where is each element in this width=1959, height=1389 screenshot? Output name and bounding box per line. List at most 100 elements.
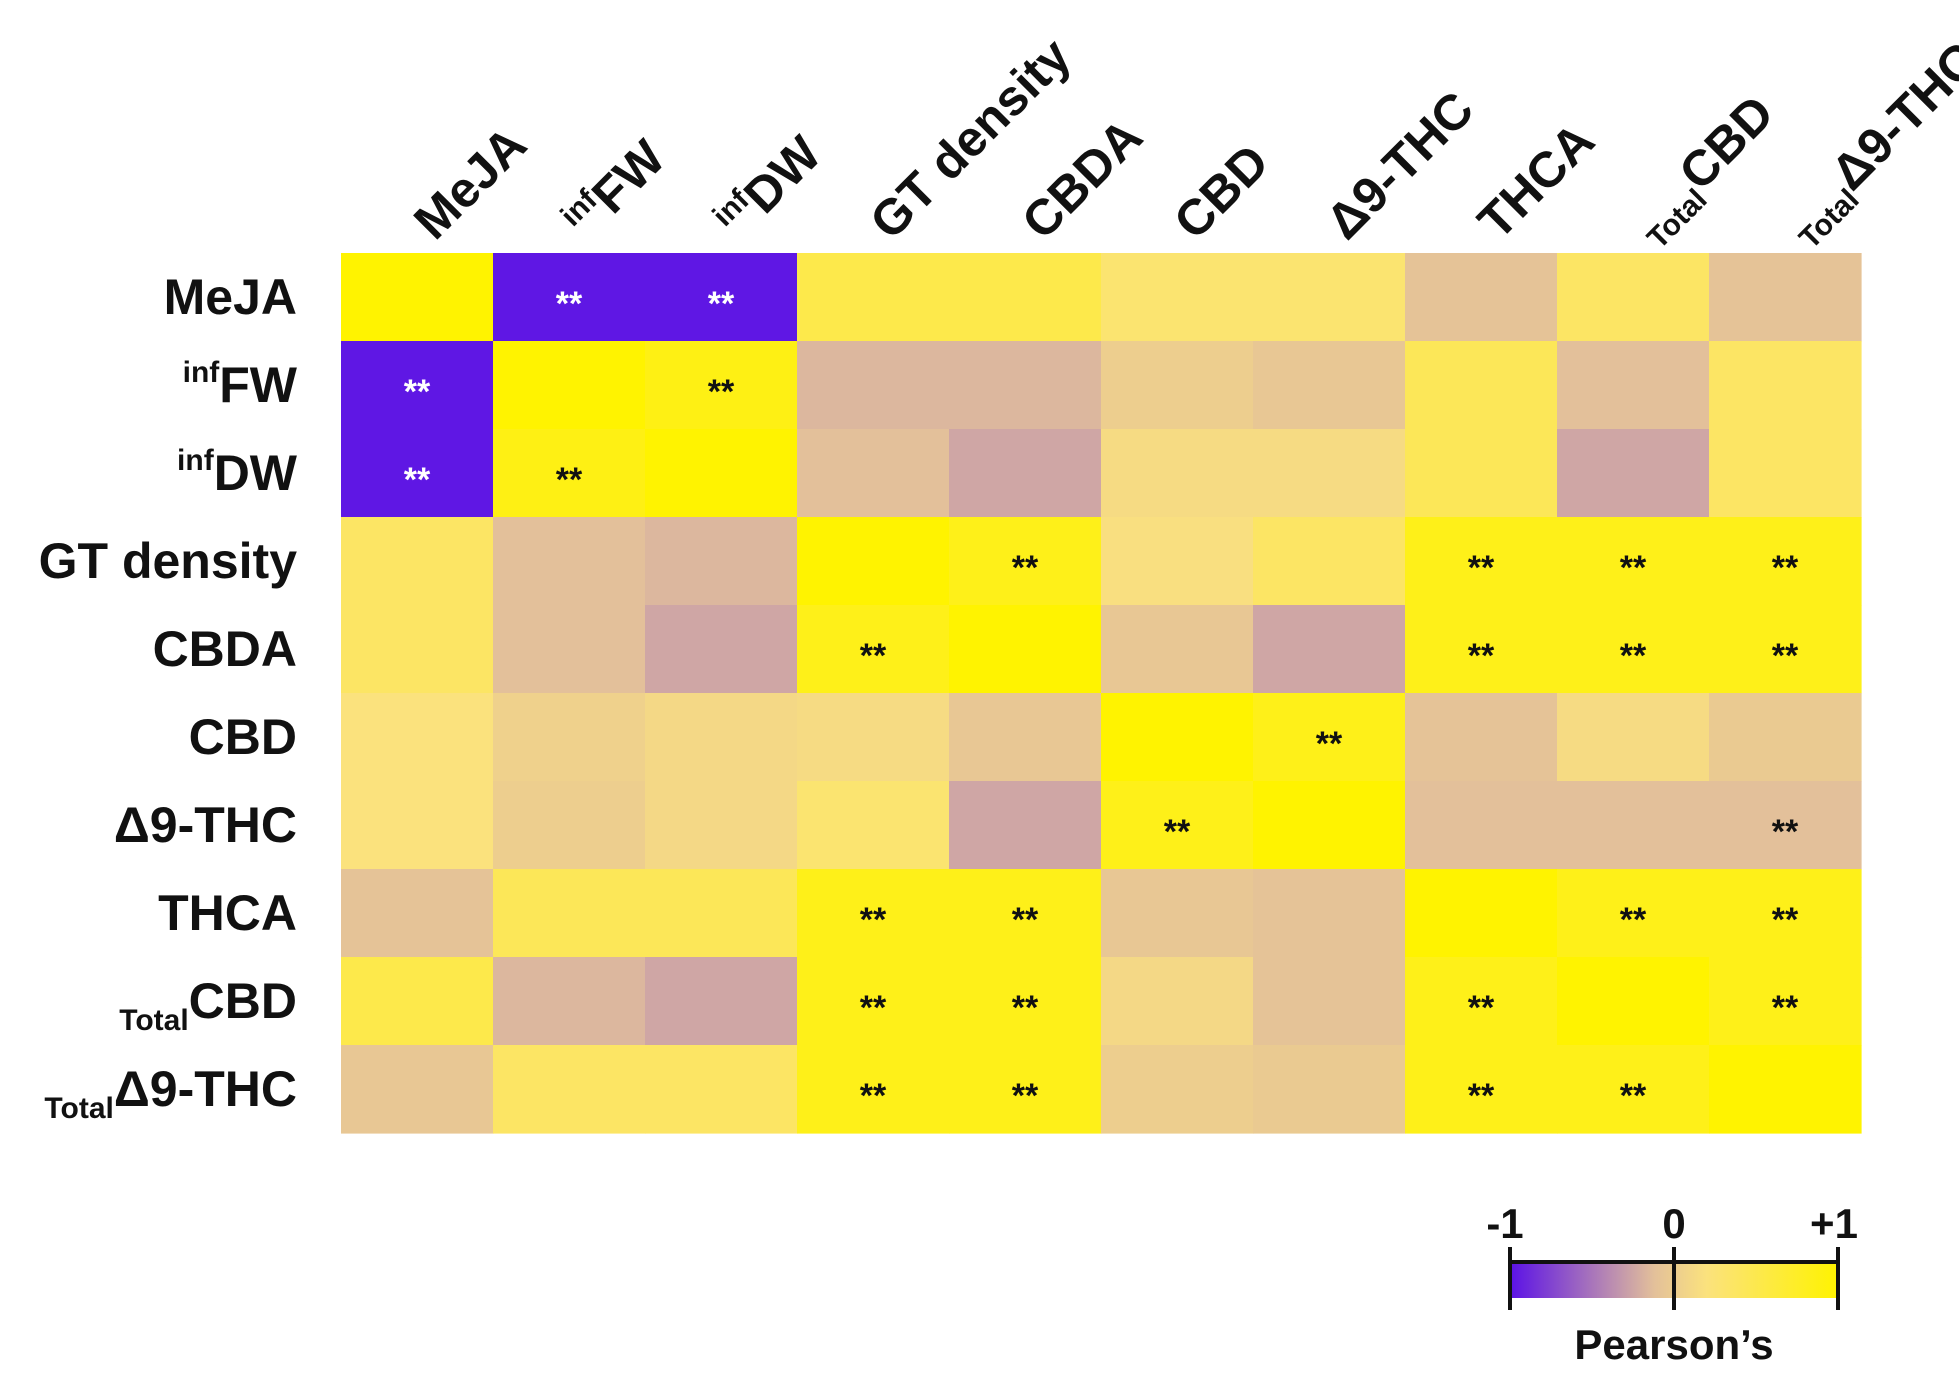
heatmap-cell — [1557, 429, 1710, 518]
heatmap-cell — [797, 869, 950, 958]
heatmap-cell — [1101, 781, 1254, 870]
column-label: Δ9-THC — [1315, 81, 1484, 250]
heatmap-cell — [1101, 605, 1254, 694]
heatmap-cell — [1253, 429, 1406, 518]
significance-marker: ** — [1316, 725, 1343, 763]
heatmap-cell — [1405, 253, 1558, 342]
heatmap-cell — [1405, 341, 1558, 430]
significance-marker: ** — [1772, 549, 1799, 587]
heatmap-cell — [797, 253, 950, 342]
heatmap-cell — [797, 1045, 950, 1134]
significance-marker: ** — [708, 373, 735, 411]
heatmap-cell — [1709, 693, 1862, 782]
heatmap-cell — [341, 605, 494, 694]
heatmap-cell — [1101, 957, 1254, 1046]
row-label: MeJA — [164, 269, 297, 325]
heatmap-cell — [645, 341, 798, 430]
row-label: CBD — [189, 709, 297, 765]
heatmap-cell — [341, 693, 494, 782]
significance-marker: ** — [1620, 1077, 1647, 1115]
heatmap-cell — [1557, 605, 1710, 694]
heatmap-cell — [949, 429, 1102, 518]
heatmap-cell — [1405, 781, 1558, 870]
significance-marker: ** — [860, 901, 887, 939]
column-label: MeJA — [403, 116, 537, 250]
heatmap-cell — [645, 693, 798, 782]
heatmap-cell — [1557, 253, 1710, 342]
heatmap-cell — [1253, 605, 1406, 694]
heatmap-cell — [341, 429, 494, 518]
column-label: THCA — [1467, 112, 1605, 250]
heatmap-cell — [645, 253, 798, 342]
row-label: THCA — [158, 885, 297, 941]
heatmap-cell — [493, 1045, 646, 1134]
heatmap-cell — [1253, 957, 1406, 1046]
heatmap-cell — [493, 605, 646, 694]
heatmap-cell — [1557, 341, 1710, 430]
heatmap-cell — [797, 429, 950, 518]
column-label: infFW — [554, 128, 676, 250]
colorbar-tick-label-min: -1 — [1486, 1200, 1523, 1247]
significance-marker: ** — [1012, 1077, 1039, 1115]
heatmap-cell — [493, 957, 646, 1046]
significance-marker: ** — [1012, 549, 1039, 587]
heatmap-cell — [1557, 957, 1710, 1046]
column-label: TotalΔ9-THC — [1771, 32, 1959, 256]
row-label: TotalCBD — [119, 973, 297, 1037]
significance-marker: ** — [708, 285, 735, 323]
heatmap-cell — [645, 957, 798, 1046]
significance-marker: ** — [1468, 1077, 1495, 1115]
heatmap-cell — [949, 869, 1102, 958]
significance-marker: ** — [1772, 989, 1799, 1027]
significance-marker: ** — [556, 461, 583, 499]
heatmap-cell — [1253, 869, 1406, 958]
heatmap-cell — [493, 253, 646, 342]
heatmap-cell — [1709, 869, 1862, 958]
heatmap-cell — [493, 341, 646, 430]
heatmap-cell — [797, 693, 950, 782]
row-label: infFW — [183, 356, 298, 413]
column-label: CBDA — [1011, 108, 1153, 250]
row-label: infDW — [177, 444, 298, 501]
heatmap-cell — [645, 781, 798, 870]
significance-marker: ** — [404, 373, 431, 411]
heatmap-cell — [1709, 341, 1862, 430]
heatmap-cell — [341, 1045, 494, 1134]
heatmap-cell — [1253, 693, 1406, 782]
heatmap-cell — [949, 781, 1102, 870]
colorbar-title: Pearson’s — [1574, 1321, 1773, 1368]
heatmap-cells: ** ** ** ** ** ** ** ** ** ** ** ** ** ** ** ** ** ** ** **… — [341, 253, 1862, 1134]
heatmap-cell — [949, 693, 1102, 782]
heatmap-cell — [949, 253, 1102, 342]
significance-marker: ** — [1620, 901, 1647, 939]
heatmap-cell — [493, 693, 646, 782]
heatmap-cell — [797, 957, 950, 1046]
heatmap-cell — [1405, 693, 1558, 782]
heatmap-cell — [1557, 869, 1710, 958]
column-label: CBD — [1163, 134, 1279, 250]
significance-marker: ** — [1620, 549, 1647, 587]
significance-marker: ** — [1164, 813, 1191, 851]
heatmap-cell — [1405, 517, 1558, 606]
row-labels: MeJA infFW infDW GT density CBDA CBD Δ9-THC THC… — [39, 269, 298, 1125]
heatmap-cell — [797, 605, 950, 694]
column-label: TotalCBD — [1619, 84, 1790, 255]
heatmap-cell — [949, 957, 1102, 1046]
heatmap-cell — [949, 605, 1102, 694]
heatmap-cell — [1709, 517, 1862, 606]
significance-marker: ** — [860, 989, 887, 1027]
significance-marker: ** — [860, 637, 887, 675]
heatmap-cell — [1101, 429, 1254, 518]
significance-marker: ** — [1772, 813, 1799, 851]
heatmap-cell — [1557, 517, 1710, 606]
heatmap-cell — [1557, 1045, 1710, 1134]
heatmap-cell — [1709, 605, 1862, 694]
significance-marker: ** — [1772, 901, 1799, 939]
heatmap-cell — [493, 517, 646, 606]
heatmap-cell — [1405, 1045, 1558, 1134]
heatmap-cell — [493, 781, 646, 870]
heatmap-cell — [1101, 1045, 1254, 1134]
column-label: infDW — [706, 124, 832, 250]
significance-marker: ** — [1772, 637, 1799, 675]
